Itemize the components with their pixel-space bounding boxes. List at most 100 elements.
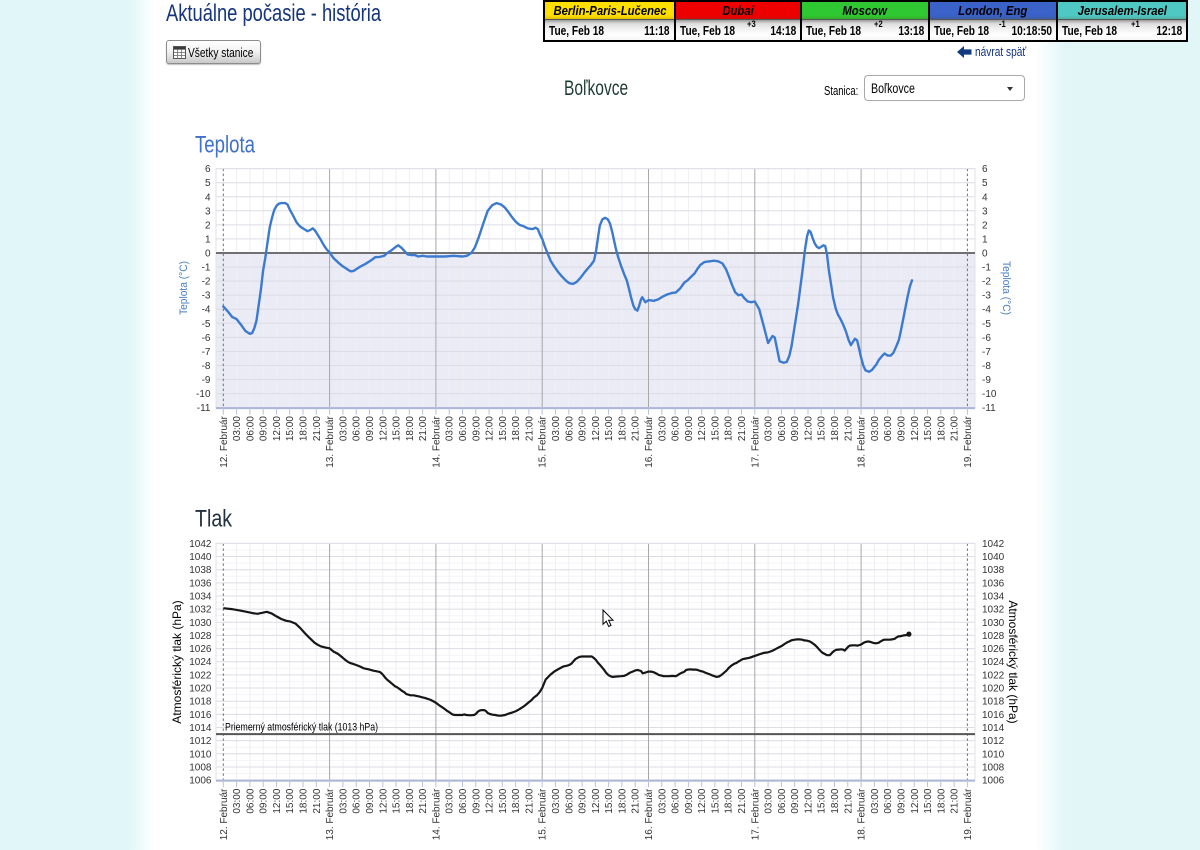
svg-text:1018: 1018 xyxy=(982,697,1005,708)
svg-text:09:00: 09:00 xyxy=(897,788,908,813)
svg-text:1014: 1014 xyxy=(982,723,1005,734)
svg-text:18:00: 18:00 xyxy=(299,416,310,441)
svg-text:12:00: 12:00 xyxy=(804,416,815,441)
svg-text:12:00: 12:00 xyxy=(485,416,496,441)
svg-text:21:00: 21:00 xyxy=(312,788,323,813)
svg-text:-8: -8 xyxy=(202,361,211,372)
svg-text:03:00: 03:00 xyxy=(445,416,456,441)
svg-text:21:00: 21:00 xyxy=(843,416,854,441)
svg-text:1010: 1010 xyxy=(189,749,212,760)
svg-text:-7: -7 xyxy=(982,347,991,358)
svg-text:-9: -9 xyxy=(202,375,211,386)
svg-text:15:00: 15:00 xyxy=(498,788,509,813)
svg-text:06:00: 06:00 xyxy=(245,416,256,441)
svg-text:15:00: 15:00 xyxy=(285,788,296,813)
svg-text:15:00: 15:00 xyxy=(392,416,403,441)
svg-text:1012: 1012 xyxy=(189,736,212,747)
svg-text:21:00: 21:00 xyxy=(524,416,535,441)
svg-text:-9: -9 xyxy=(982,375,991,386)
svg-text:18:00: 18:00 xyxy=(511,416,522,441)
svg-text:-3: -3 xyxy=(982,291,991,302)
svg-text:06:00: 06:00 xyxy=(352,416,363,441)
svg-text:1042: 1042 xyxy=(189,539,212,550)
svg-text:4: 4 xyxy=(205,192,211,203)
svg-text:15:00: 15:00 xyxy=(923,788,934,813)
svg-text:Atmosférický tlak (hPa): Atmosférický tlak (hPa) xyxy=(1006,600,1020,723)
svg-text:1012: 1012 xyxy=(982,736,1005,747)
svg-text:1042: 1042 xyxy=(982,539,1005,550)
svg-text:09:00: 09:00 xyxy=(259,416,270,441)
svg-text:1032: 1032 xyxy=(982,605,1005,616)
svg-text:1006: 1006 xyxy=(189,776,212,787)
svg-text:03:00: 03:00 xyxy=(551,416,562,441)
svg-text:18:00: 18:00 xyxy=(830,416,841,441)
svg-text:5: 5 xyxy=(205,178,211,189)
svg-text:16. Február: 16. Február xyxy=(644,415,655,467)
svg-text:06:00: 06:00 xyxy=(777,788,788,813)
svg-text:6: 6 xyxy=(205,164,211,175)
svg-text:3: 3 xyxy=(982,206,988,217)
svg-text:18:00: 18:00 xyxy=(830,788,841,813)
svg-text:2: 2 xyxy=(205,220,211,231)
svg-text:03:00: 03:00 xyxy=(870,788,881,813)
svg-text:14. Február: 14. Február xyxy=(431,788,442,840)
svg-text:14. Február: 14. Február xyxy=(431,415,442,467)
svg-text:17. Február: 17. Február xyxy=(750,788,761,840)
svg-text:18:00: 18:00 xyxy=(511,788,522,813)
svg-text:21:00: 21:00 xyxy=(737,788,748,813)
svg-text:15:00: 15:00 xyxy=(817,416,828,441)
svg-text:03:00: 03:00 xyxy=(551,788,562,813)
svg-text:09:00: 09:00 xyxy=(684,416,695,441)
svg-text:-5: -5 xyxy=(982,319,991,330)
svg-text:21:00: 21:00 xyxy=(524,788,535,813)
svg-text:21:00: 21:00 xyxy=(418,416,429,441)
svg-text:18:00: 18:00 xyxy=(936,416,947,441)
svg-text:21:00: 21:00 xyxy=(631,788,642,813)
svg-text:18:00: 18:00 xyxy=(617,416,628,441)
svg-text:09:00: 09:00 xyxy=(684,788,695,813)
svg-text:1018: 1018 xyxy=(189,697,212,708)
svg-text:2: 2 xyxy=(982,220,988,231)
svg-text:21:00: 21:00 xyxy=(631,416,642,441)
svg-text:19. Február: 19. Február xyxy=(963,415,974,467)
svg-text:-6: -6 xyxy=(202,333,211,344)
svg-text:03:00: 03:00 xyxy=(870,416,881,441)
svg-text:1016: 1016 xyxy=(189,710,212,721)
svg-text:Teplota (°C): Teplota (°C) xyxy=(178,261,190,315)
svg-text:12:00: 12:00 xyxy=(804,788,815,813)
svg-text:15:00: 15:00 xyxy=(923,416,934,441)
svg-text:06:00: 06:00 xyxy=(458,416,469,441)
svg-text:18:00: 18:00 xyxy=(405,416,416,441)
svg-text:09:00: 09:00 xyxy=(471,788,482,813)
svg-text:09:00: 09:00 xyxy=(578,416,589,441)
svg-text:12:00: 12:00 xyxy=(485,788,496,813)
svg-text:12. Február: 12. Február xyxy=(219,415,230,467)
svg-text:0: 0 xyxy=(982,249,988,260)
svg-text:21:00: 21:00 xyxy=(418,788,429,813)
svg-text:1024: 1024 xyxy=(189,657,212,668)
svg-text:1008: 1008 xyxy=(189,763,212,774)
svg-text:1034: 1034 xyxy=(189,592,212,603)
svg-text:15:00: 15:00 xyxy=(604,788,615,813)
svg-text:-7: -7 xyxy=(202,347,211,358)
svg-text:03:00: 03:00 xyxy=(232,788,243,813)
svg-text:12:00: 12:00 xyxy=(378,788,389,813)
svg-text:03:00: 03:00 xyxy=(445,788,456,813)
svg-text:-11: -11 xyxy=(197,403,211,414)
svg-text:12:00: 12:00 xyxy=(697,788,708,813)
svg-text:09:00: 09:00 xyxy=(471,416,482,441)
svg-text:06:00: 06:00 xyxy=(564,788,575,813)
svg-text:Tlak: Tlak xyxy=(195,506,233,533)
svg-text:1020: 1020 xyxy=(189,684,212,695)
svg-text:12:00: 12:00 xyxy=(591,416,602,441)
svg-text:12:00: 12:00 xyxy=(697,416,708,441)
svg-text:1: 1 xyxy=(205,234,211,245)
svg-text:03:00: 03:00 xyxy=(338,788,349,813)
svg-text:06:00: 06:00 xyxy=(883,416,894,441)
svg-text:06:00: 06:00 xyxy=(352,788,363,813)
svg-text:1040: 1040 xyxy=(189,552,212,563)
svg-text:06:00: 06:00 xyxy=(564,416,575,441)
svg-text:-11: -11 xyxy=(982,403,996,414)
svg-text:17. Február: 17. Február xyxy=(750,415,761,467)
svg-text:-3: -3 xyxy=(202,291,211,302)
